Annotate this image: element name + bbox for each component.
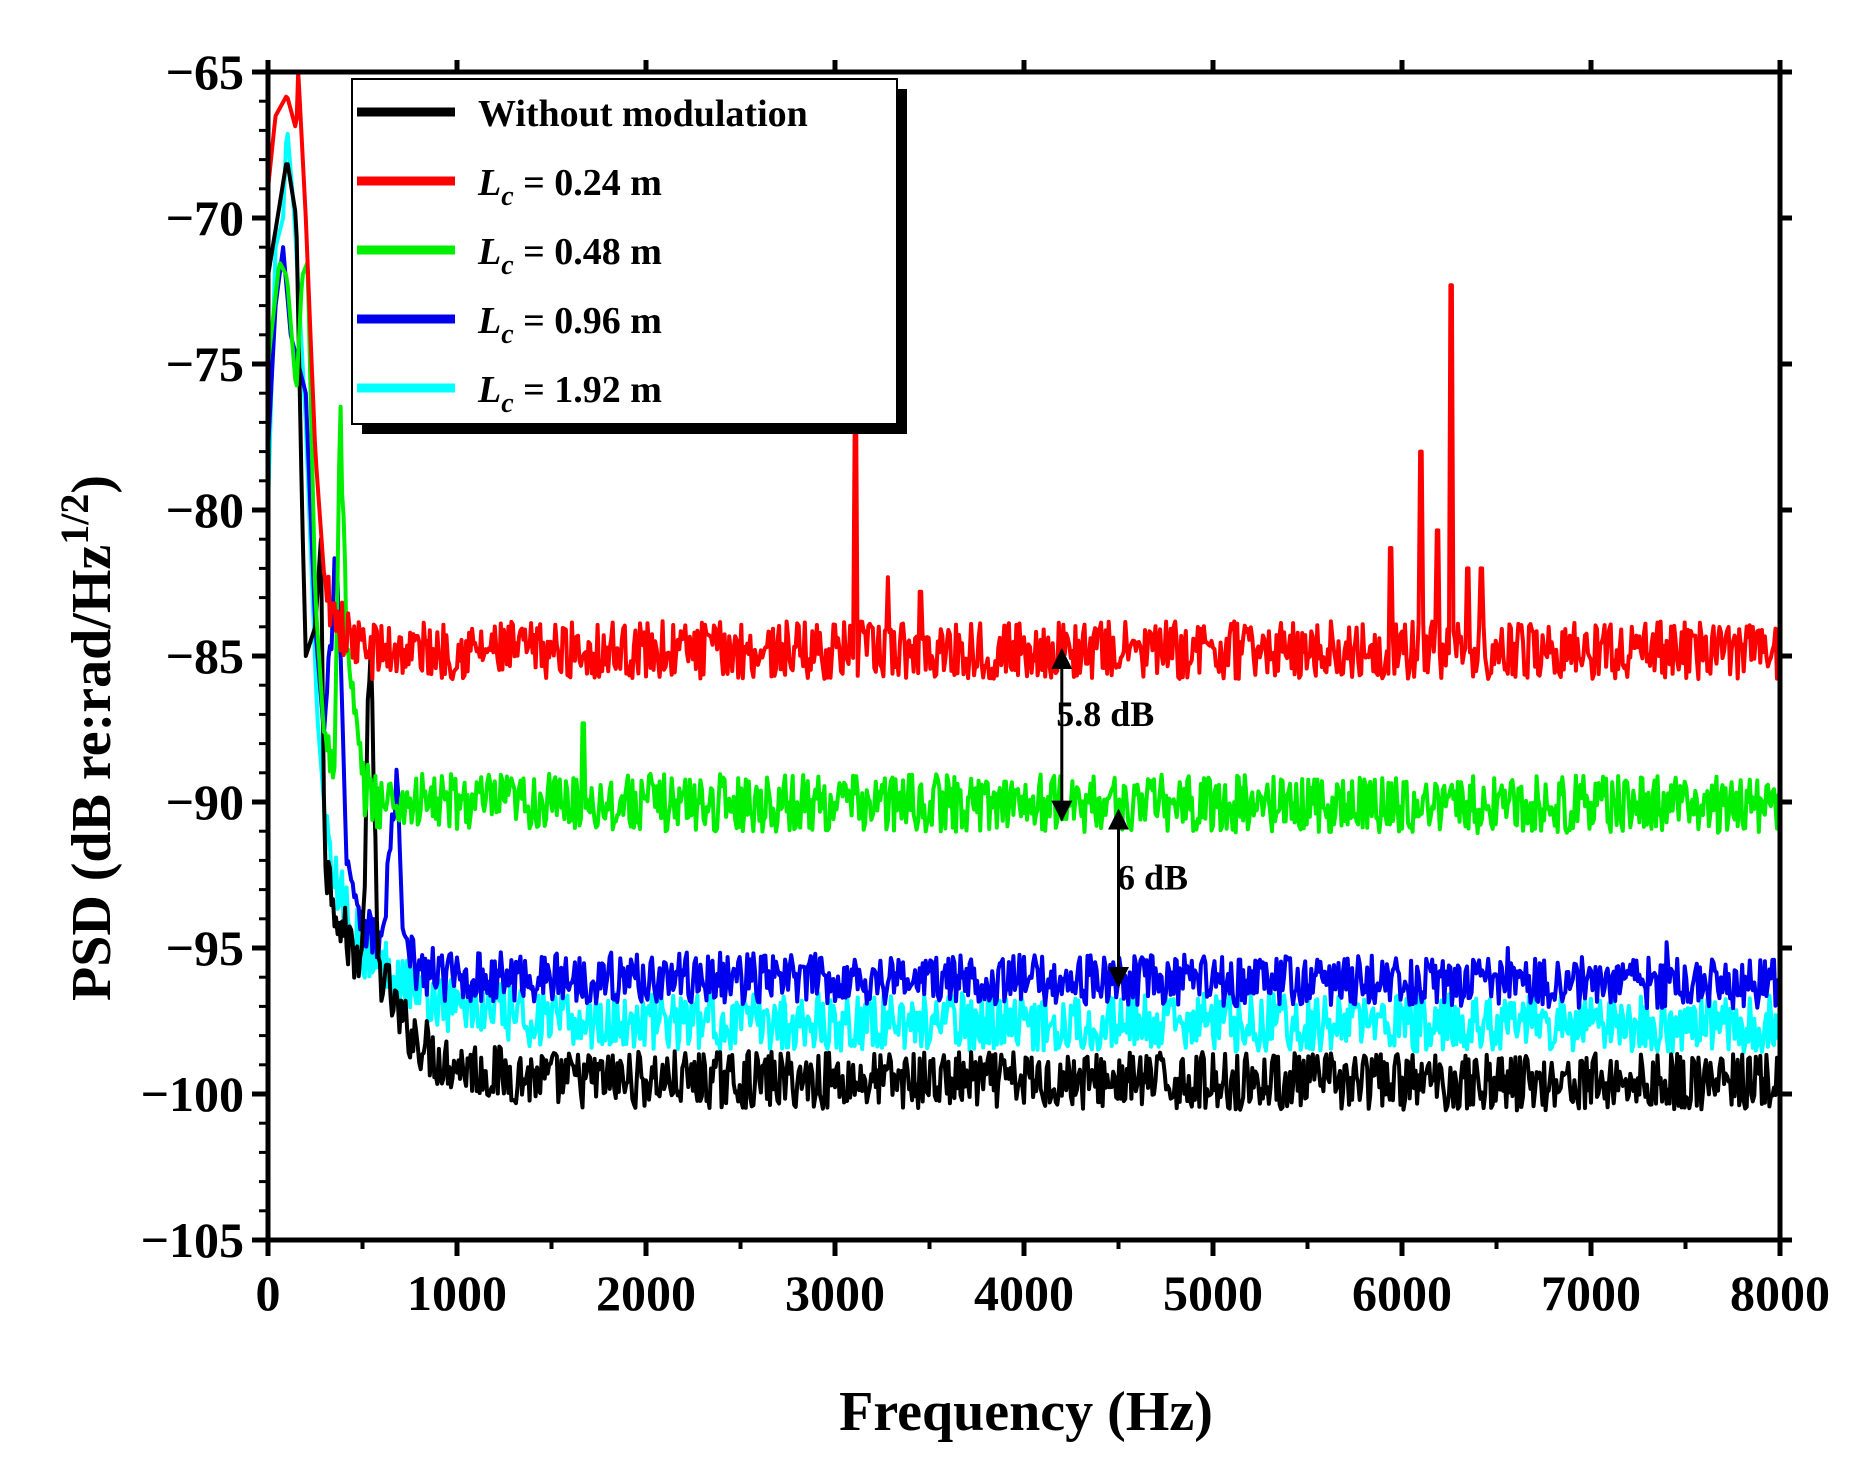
y-tick-label: −100 <box>141 1066 245 1122</box>
legend-subscript: c <box>501 388 514 419</box>
legend-value: = 0.24 m <box>514 162 662 204</box>
legend-symbol: L <box>477 300 501 342</box>
legend-subscript: c <box>501 181 514 212</box>
x-tick-label: 8000 <box>1730 1265 1830 1321</box>
legend-value: = 1.92 m <box>514 369 662 411</box>
y-tick-label: −90 <box>166 774 245 830</box>
legend-symbol: L <box>477 231 501 273</box>
x-tick-label: 2000 <box>596 1265 696 1321</box>
series-line-5 <box>266 131 1782 1055</box>
x-tick-label: 6000 <box>1352 1265 1452 1321</box>
axes-layer: 0 1000 2000 3000 4000 5000 6000 7000 8000 −65 −70 −… <box>141 44 1831 1321</box>
legend-subscript: c <box>501 250 514 281</box>
legend-label-2: Lc = 0.24 m <box>477 162 662 212</box>
y-axis-title-close: ) <box>61 475 123 494</box>
legend-label-3: Lc = 0.48 m <box>477 231 662 281</box>
series-line-3 <box>266 260 1782 835</box>
y-tick-label: −95 <box>166 920 245 976</box>
legend-label-1: Without modulation <box>478 93 808 135</box>
x-tick-label: 3000 <box>785 1265 885 1321</box>
y-tick-label: −80 <box>166 482 245 538</box>
legend-value: = 0.48 m <box>514 231 662 273</box>
annotation-layer: 5.8 dB 6 dB <box>1051 648 1188 989</box>
x-tick-label: 4000 <box>974 1265 1074 1321</box>
annotation-label-2: 6 dB <box>1117 858 1188 898</box>
y-axis-title-group: PSD (dB re:rad/Hz1/2) <box>52 475 123 1001</box>
legend-label-4: Lc = 0.96 m <box>477 300 662 350</box>
legend-symbol: L <box>477 162 501 204</box>
y-axis-title: PSD (dB re:rad/Hz1/2) <box>52 475 123 1001</box>
annotation-label-1: 5.8 dB <box>1056 694 1154 734</box>
legend-symbol: L <box>477 369 501 411</box>
series-line-4 <box>266 245 1782 1011</box>
y-tick-label: −85 <box>166 628 245 684</box>
y-tick-label: −105 <box>141 1212 245 1268</box>
x-tick-label: 1000 <box>407 1265 507 1321</box>
y-tick-label: −70 <box>166 190 245 246</box>
series-layer <box>266 70 1782 1113</box>
x-tick-label: 7000 <box>1541 1265 1641 1321</box>
series-line-1 <box>266 162 1782 1113</box>
y-tick-label: −75 <box>166 336 245 392</box>
legend-value: = 0.96 m <box>514 300 662 342</box>
y-tick-label: −65 <box>166 44 245 100</box>
legend-label-5: Lc = 1.92 m <box>477 369 662 419</box>
x-tick-label: 5000 <box>1163 1265 1263 1321</box>
x-tick-label: 0 <box>256 1265 281 1321</box>
series-line-2 <box>266 70 1782 681</box>
y-axis-title-main: PSD (dB re:rad/Hz <box>61 545 123 1001</box>
legend-subscript: c <box>501 319 514 350</box>
x-axis-title: Frequency (Hz) <box>839 1381 1213 1443</box>
y-axis-title-superscript: 1/2 <box>52 494 97 545</box>
